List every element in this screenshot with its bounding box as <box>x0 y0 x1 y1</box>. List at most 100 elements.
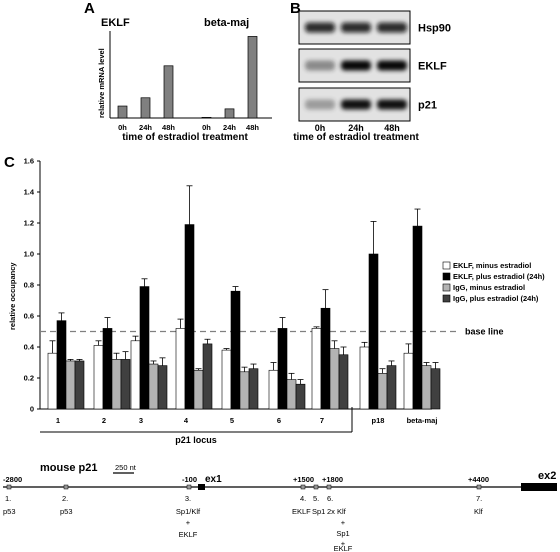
panel-a-group-eklf-title: EKLF <box>101 17 130 29</box>
legend-label-2: IgG, minus estradiol <box>453 283 525 292</box>
panel-c-xtick-1: 2 <box>102 416 106 425</box>
bar-2-s3 <box>120 359 131 410</box>
panel-c-ytick-label-4: 0.8 <box>24 281 34 290</box>
blot-band-2-2 <box>377 99 407 110</box>
coord-p1800: +1800 <box>322 475 343 484</box>
panel-a-tick-1-2: 48h <box>246 123 259 132</box>
site-6-eklf: EKLF <box>334 544 353 552</box>
legend-swatch-3 <box>442 294 451 303</box>
panel-c-letter: C <box>4 154 15 171</box>
bar-5-s0 <box>221 349 232 410</box>
blot-band-1-0 <box>305 60 335 71</box>
exon-2-label: ex2 <box>538 470 556 482</box>
legend-swatch-0 <box>442 261 451 270</box>
legend-label-0: EKLF, minus estradiol <box>453 261 531 270</box>
blot-band-2-0 <box>305 99 335 110</box>
blot-band-0-0 <box>305 22 335 33</box>
panel-a-bar-0-0 <box>117 105 128 119</box>
panel-c-xtick-6: 7 <box>320 416 324 425</box>
blot-lane-0: 0h <box>315 123 326 133</box>
site-4-label: 4. <box>300 494 306 503</box>
panel-c-ytick-label-6: 1.2 <box>24 219 34 228</box>
p21-locus-label: p21 locus <box>175 435 217 445</box>
site-6-sp1: Sp1 <box>336 529 349 538</box>
site-6-label: 6. <box>327 494 333 503</box>
bar-6-s1 <box>277 328 288 410</box>
coord-p1500: +1500 <box>293 475 314 484</box>
panel-a-bars <box>117 36 258 119</box>
site-7-factor: Klf <box>474 507 484 516</box>
site-3-factor: Sp1/Klf <box>176 507 201 516</box>
site-6-plus-2: + <box>341 539 346 548</box>
scale-bar-label: 250 nt <box>115 463 137 472</box>
bar-3-s2 <box>148 363 159 410</box>
panel-a-xlabel: time of estradiol treatment <box>122 132 248 143</box>
blot-band-0-2 <box>377 22 407 33</box>
legend-label-1: EKLF, plus estradiol (24h) <box>453 272 545 281</box>
panel-c-x-tick-labels: 1 2 3 4 5 6 7 p18 beta-maj <box>56 416 438 425</box>
panel-a-letter: A <box>84 0 95 17</box>
legend-label-3: IgG, plus estradiol (24h) <box>453 294 539 303</box>
bar-2-s1 <box>102 328 113 410</box>
bar-5-s3 <box>248 368 259 410</box>
blot-label-eklf: EKLF <box>418 61 447 73</box>
panel-a-tick-1-0: 0h <box>202 123 211 132</box>
bar-1-s1 <box>56 320 67 410</box>
bar-7-s3 <box>338 354 349 410</box>
panel-c-ytick-label-5: 1.0 <box>24 250 34 259</box>
panel-a-tick-labels: 0h 24h 48h 0h 24h 48h <box>118 123 259 132</box>
panel-c-xtick-8: beta-maj <box>407 416 438 425</box>
locus-map: mouse p21 250 nt -2800 -100 ex1 +1500 +1… <box>3 462 557 552</box>
bar-1-s2 <box>65 360 76 410</box>
coord-m100: -100 <box>182 475 197 484</box>
panel-c-bars <box>47 224 441 410</box>
site-1-marker <box>6 484 12 490</box>
blot-band-1-1 <box>341 60 371 71</box>
bar-7-s0 <box>311 328 322 410</box>
bar-4-s3 <box>202 343 213 410</box>
bar-beta-maj-s2 <box>421 365 432 410</box>
panel-a-bar-1-0 <box>201 116 212 119</box>
exon-2-box <box>521 483 557 491</box>
blot-lane-2: 48h <box>384 123 400 133</box>
bar-1-s0 <box>47 352 58 410</box>
bar-2-s0 <box>93 345 104 410</box>
bar-3-s3 <box>157 365 168 410</box>
bar-1-s3 <box>74 360 85 410</box>
bar-4-s0 <box>175 328 186 410</box>
panel-c-y-ticks: 0 0.2 0.4 0.6 0.8 1.0 1.2 1.4 1.6 <box>24 157 40 414</box>
blot-band-1-2 <box>377 60 407 71</box>
blot-label-p21: p21 <box>418 100 437 112</box>
panel-c-ytick-label-2: 0.4 <box>24 343 35 352</box>
bar-6-s3 <box>295 383 306 410</box>
site-4-marker <box>300 484 306 490</box>
panel-c-xtick-5: 6 <box>277 416 281 425</box>
bar-6-s2 <box>286 379 297 410</box>
bar-3-s0 <box>130 340 141 410</box>
panel-c-xtick-4: 5 <box>230 416 234 425</box>
bar-7-s1 <box>320 307 331 410</box>
site-4-factor: EKLF <box>292 507 311 516</box>
bar-beta-maj-s3 <box>430 368 441 410</box>
panel-c-error-bars <box>49 185 439 385</box>
blot-band-0-1 <box>341 22 371 33</box>
site-1-label: 1. <box>5 494 11 503</box>
site-2-label: 2. <box>62 494 68 503</box>
bar-4-s1 <box>184 224 195 410</box>
coord-m2800: -2800 <box>3 475 22 484</box>
panel-a-bar-0-1 <box>140 97 151 119</box>
site-3-label: 3. <box>185 494 191 503</box>
bar-7-s2 <box>329 348 340 410</box>
site-6-plus-1: + <box>341 518 346 527</box>
site-3-plus: + <box>186 518 191 527</box>
bar-p18-s2 <box>377 373 388 410</box>
site-7-marker <box>476 484 482 490</box>
bar-3-s1 <box>139 286 150 410</box>
site-5-marker <box>313 484 319 490</box>
panel-c-ytick-label-7: 1.4 <box>24 188 35 197</box>
panel-a-tick-0-1: 24h <box>139 123 152 132</box>
panel-a-bar-1-2 <box>247 36 258 119</box>
bar-4-s2 <box>193 369 204 410</box>
panel-b: B Hsp90 EKLF p21 0h 24h 48h time of estradio… <box>290 0 451 143</box>
